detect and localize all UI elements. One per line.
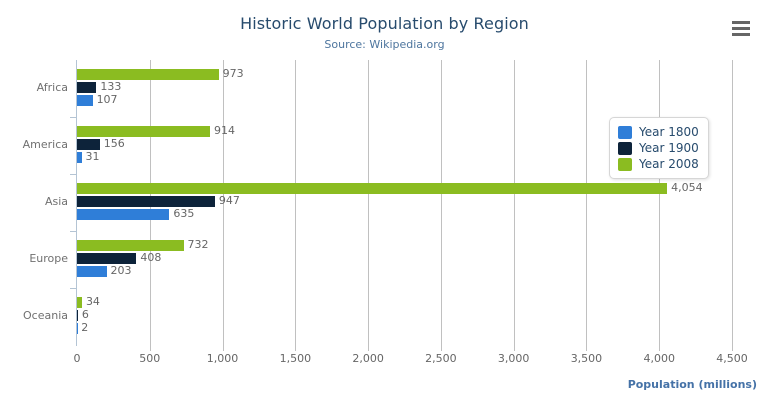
legend-item[interactable]: Year 1800 (618, 124, 699, 140)
category-label: Europe (29, 252, 68, 265)
y-tick-mark (70, 174, 77, 175)
category-label: America (22, 138, 68, 151)
bar[interactable] (77, 253, 137, 264)
gridline (222, 60, 224, 345)
x-tick-label: 1,000 (206, 352, 239, 365)
gridline (732, 60, 733, 345)
bar-value-label: 914 (214, 124, 236, 137)
bar[interactable] (77, 69, 219, 80)
x-tick-label: 3,000 (497, 352, 530, 365)
chart-subtitle: Source: Wikipedia.org (324, 38, 445, 51)
category-label: Oceania (23, 309, 68, 322)
bar[interactable] (77, 196, 215, 207)
x-tick-mark (440, 345, 442, 351)
bar-value-label: 156 (103, 137, 125, 150)
bar-value-label: 2 (81, 321, 89, 334)
category-group: America 914 156 31 (0, 117, 769, 174)
legend-label: Year 2008 (639, 157, 699, 171)
x-tick-mark (513, 345, 515, 351)
hamburger-bar (732, 33, 750, 36)
gridline (295, 60, 297, 345)
bar[interactable] (77, 152, 82, 163)
x-tick-label: 3,500 (570, 352, 603, 365)
bar-value-label: 635 (173, 207, 195, 220)
y-axis-line (76, 60, 77, 346)
x-tick-mark (732, 345, 733, 351)
x-tick-label: 500 (139, 352, 161, 365)
x-tick-mark (659, 345, 661, 351)
bar-value-label: 107 (96, 93, 118, 106)
category-group: Asia 4,054 947 635 (0, 174, 769, 231)
x-tick-mark (586, 345, 588, 351)
hamburger-bar (732, 27, 750, 30)
gridline (586, 60, 588, 345)
bar[interactable] (77, 310, 78, 321)
category-group: Africa 973 133 107 (0, 60, 769, 117)
bar-value-label: 34 (85, 295, 100, 308)
y-tick-mark (70, 231, 77, 232)
x-axis-title: Population (millions) (627, 378, 757, 391)
legend-swatch (618, 125, 632, 139)
gridline (513, 60, 515, 345)
bar-value-label: 31 (85, 150, 100, 163)
hamburger-bar (732, 21, 750, 24)
x-tick-mark (222, 345, 224, 351)
x-axis-labels: 0 500 1,000 1,500 2,000 2,500 3,000 3,500 4,000 4… (0, 352, 769, 368)
hamburger-menu-icon[interactable] (729, 17, 753, 39)
x-tick-label: 4,000 (643, 352, 675, 365)
bar-value-label: 6 (81, 308, 89, 321)
legend-label: Year 1800 (639, 125, 699, 139)
bar[interactable] (77, 209, 170, 220)
bar[interactable] (77, 82, 97, 93)
bar-value-label: 947 (218, 194, 240, 207)
gridline (368, 60, 370, 345)
bar-value-label: 4,054 (671, 181, 703, 194)
x-tick-label: 2,000 (352, 352, 384, 365)
bar[interactable] (77, 240, 184, 251)
legend-item[interactable]: Year 2008 (618, 156, 699, 172)
chart-title: Historic World Population by Region (240, 14, 529, 33)
x-tick-mark (149, 345, 151, 351)
gridline (659, 60, 661, 345)
bar[interactable] (77, 126, 211, 137)
x-tick-mark (368, 345, 370, 351)
legend-item[interactable]: Year 1900 (618, 140, 699, 156)
bar-value-label: 133 (100, 80, 122, 93)
legend-swatch (618, 141, 632, 155)
x-tick-label: 2,500 (425, 352, 457, 365)
bar[interactable] (77, 297, 82, 308)
bar[interactable] (77, 139, 100, 150)
category-group: Europe 732 408 203 (0, 231, 769, 288)
bar-value-label: 408 (140, 251, 162, 264)
x-tick-label: 4,500 (716, 352, 748, 365)
bar-value-label: 732 (187, 238, 209, 251)
y-tick-mark (70, 288, 77, 289)
gridline (440, 60, 442, 345)
category-label: Asia (44, 195, 68, 208)
bar[interactable] (77, 183, 668, 194)
x-tick-label: 0 (73, 352, 81, 365)
legend-swatch (618, 157, 632, 171)
y-tick-mark (70, 117, 77, 118)
category-label: Africa (36, 81, 68, 94)
x-tick-label: 1,500 (279, 352, 312, 365)
bar[interactable] (77, 95, 93, 106)
bar-value-label: 973 (222, 67, 244, 80)
category-group: Oceania 34 6 2 (0, 288, 769, 345)
chart-legend: Year 1800 Year 1900 Year 2008 (609, 117, 709, 179)
legend-label: Year 1900 (639, 141, 699, 155)
bar-value-label: 203 (110, 264, 132, 277)
bar[interactable] (77, 266, 107, 277)
x-tick-mark (295, 345, 297, 351)
